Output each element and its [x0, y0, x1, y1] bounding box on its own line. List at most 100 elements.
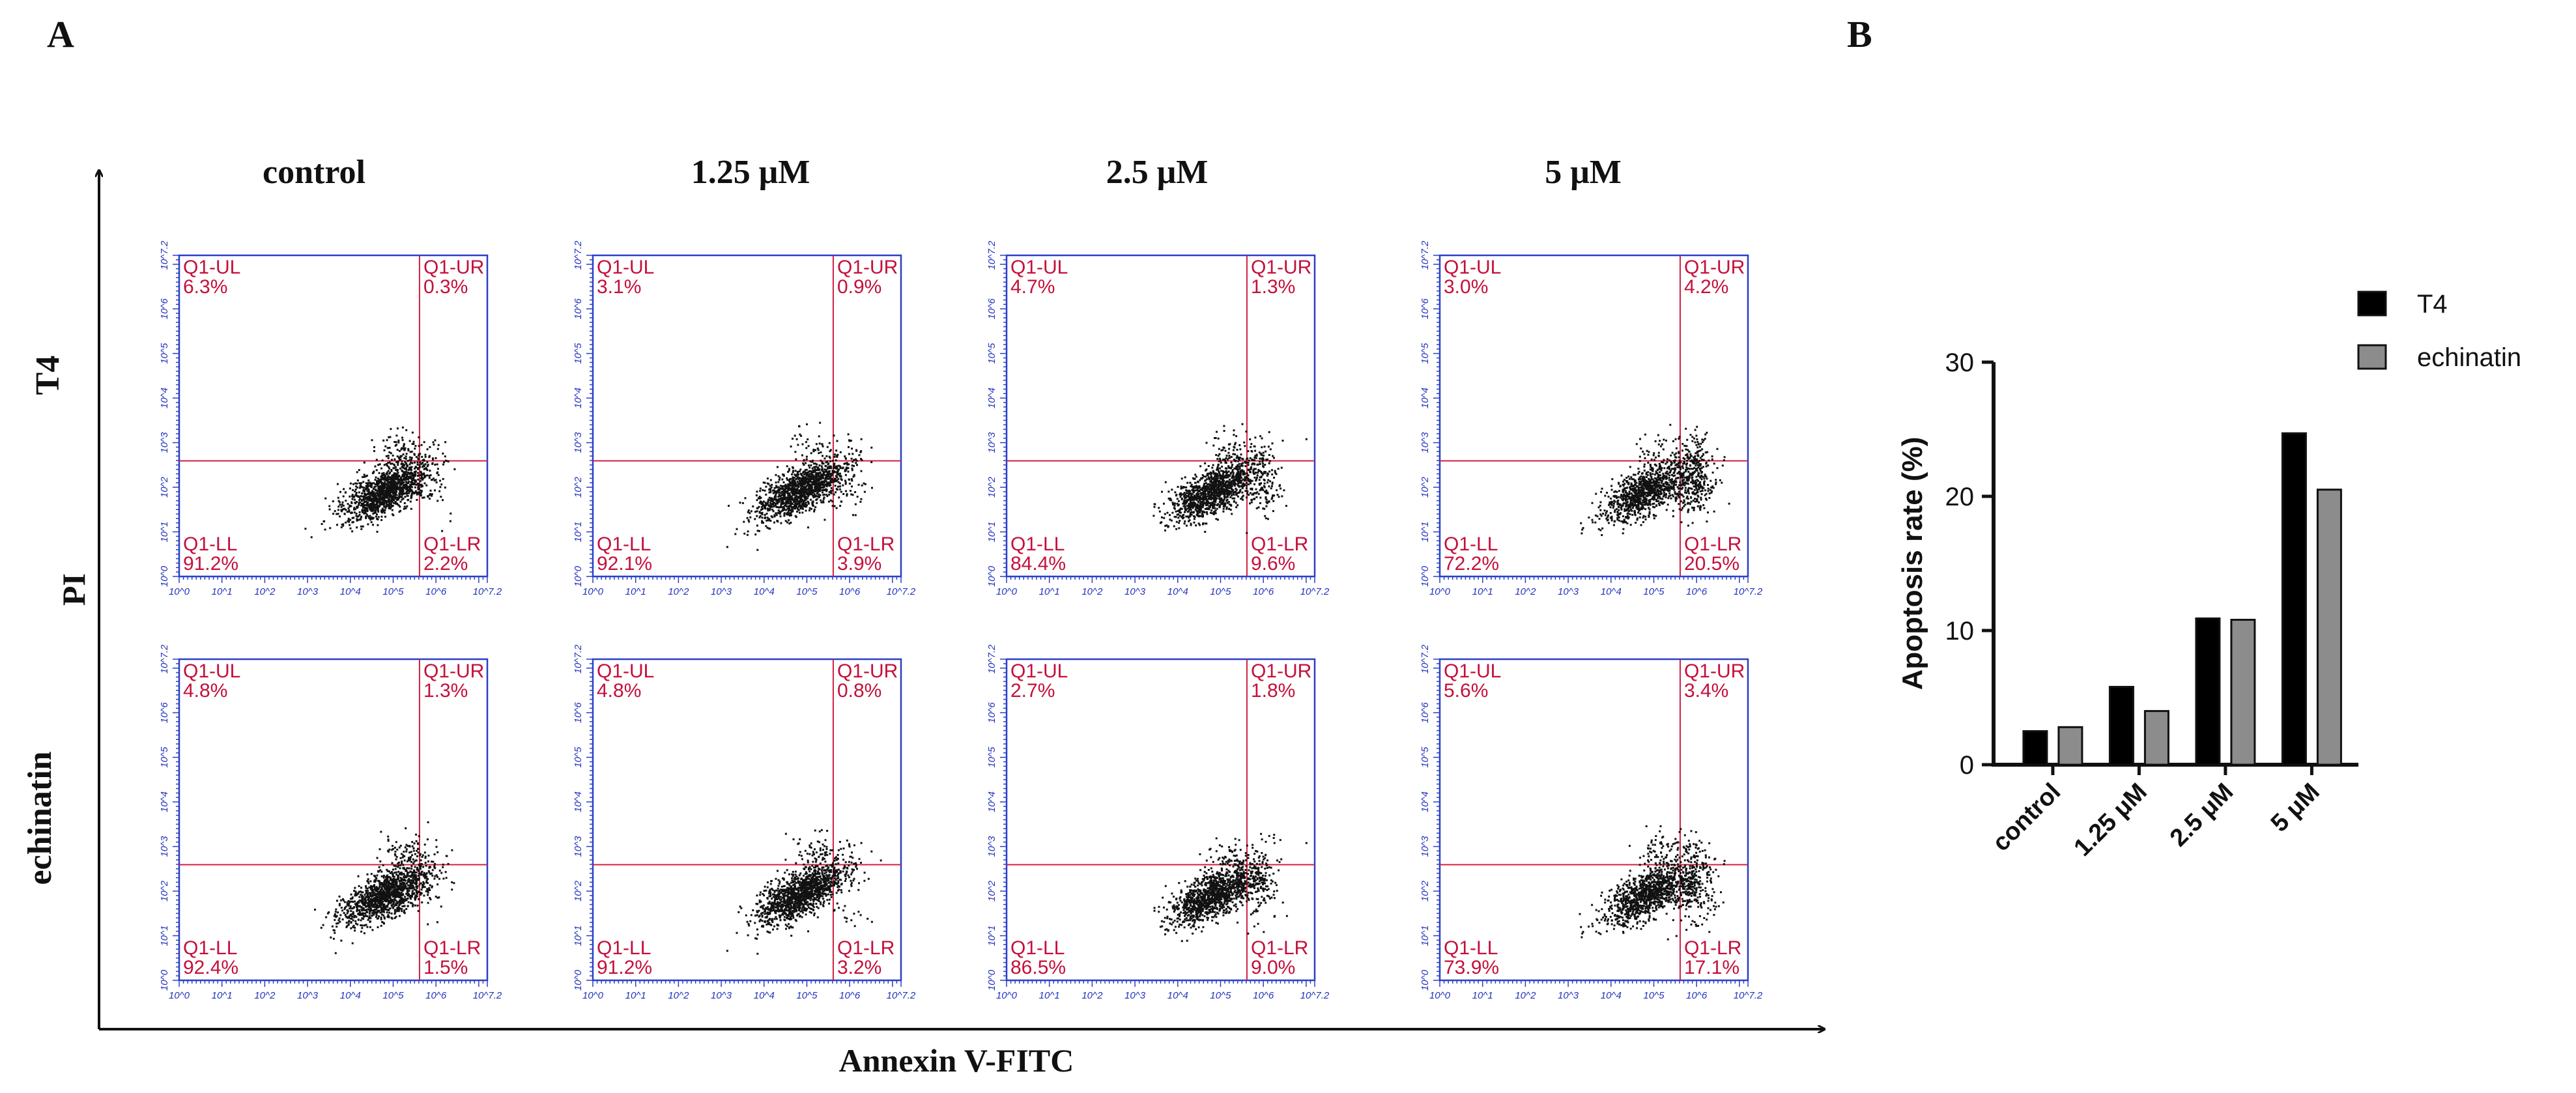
flow-t4-2-5-um-y-tick-label: 10^4: [986, 388, 997, 408]
flow-echinatin-2-5-um-y-tick-label: 10^5: [986, 746, 997, 768]
flow-echinatin-control-lr-value: 1.5%: [423, 957, 468, 978]
apoptosis-bar-chart: 0 10 20 30 Apoptosis rate (%) control 1.25 μM 2…: [1896, 290, 2521, 862]
flow-t4-5-um-ll-value: 72.2%: [1444, 553, 1499, 575]
bar-category-label-control: control: [1988, 778, 2067, 857]
flow-echinatin-2-5-um-x-tick-label: 10^6: [1253, 990, 1274, 1001]
flow-echinatin-1-25-um-y-tick-label: 10^6: [573, 702, 584, 723]
flow-echinatin-5-um-x-tick-label: 10^6: [1686, 990, 1708, 1001]
flow-echinatin-control-y-tick-label: 10^7.2: [159, 644, 170, 674]
flow-echinatin-control-y-tick-label: 10^2: [159, 880, 170, 901]
flow-t4-control-lr-value: 2.2%: [423, 553, 468, 575]
flow-echinatin-1-25-um-y-tick-label: 10^0: [573, 969, 584, 991]
flow-t4-5-um-x-tick-label: 10^4: [1601, 586, 1622, 597]
flow-t4-control-ur-name: Q1-UR: [423, 257, 484, 278]
flow-echinatin-control-plot: 10^010^0 10^1 10^1 10^2 10^2 10^3 10^3 10^4 10^4…: [159, 644, 502, 1001]
flow-t4-5-um-x-tick-label: 10^3: [1558, 586, 1579, 597]
flow-t4-control-lr-name: Q1-LR: [423, 533, 481, 555]
flow-echinatin-2-5-um-lr-name: Q1-LR: [1251, 937, 1308, 959]
flow-t4-control-ll-name: Q1-LL: [183, 533, 237, 555]
bar-y-tick-label: 20: [1945, 483, 1975, 511]
flow-t4-2-5-um-x-tick-label: 10^0: [996, 586, 1018, 597]
flow-t4-1-25-um-y-tick-label: 10^2: [573, 476, 584, 498]
flow-echinatin-1-25-um-x-tick-label: 10^4: [754, 990, 775, 1001]
flow-t4-control-x-tick-label: 10^2: [254, 586, 276, 597]
flow-t4-2-5-um-y-tick-label: 10^2: [986, 476, 997, 498]
flow-echinatin-control-frame: [178, 658, 489, 982]
bar-t4-1-25-um: [2108, 686, 2134, 766]
annexin-axis-title: Annexin V-FITC: [839, 1042, 1074, 1079]
flow-t4-1-25-um-y-tick-label: 10^6: [573, 298, 584, 319]
flow-echinatin-5-um-y-tick-label: 10^1: [1420, 925, 1431, 946]
panel-a: A PI Annexin V-FITC control 1.25 μM 2.5 …: [21, 13, 1824, 1079]
bar-echinatin-2-5-um: [2230, 619, 2256, 766]
flow-echinatin-2-5-um-lr-value: 9.0%: [1251, 957, 1295, 978]
condition-label-5: 5 μM: [1545, 154, 1622, 191]
flow-echinatin-5-um-events: [1579, 825, 1726, 941]
flow-t4-1-25-um-events: [726, 421, 873, 551]
bar-y-tick-label: 10: [1945, 617, 1975, 646]
flow-t4-1-25-um-x-tick-label: 10^7.2: [887, 586, 916, 597]
flow-t4-2-5-um-ll-value: 84.4%: [1010, 553, 1066, 575]
flow-t4-2-5-um-ticks: 10^010^0 10^1 10^1 10^2 10^2 10^3 10^3 10^4 10^4…: [986, 240, 1330, 597]
flow-echinatin-2-5-um-y-tick-label: 10^0: [986, 969, 997, 991]
flow-t4-control-ul-value: 6.3%: [183, 276, 227, 298]
flow-echinatin-control-y-tick-label: 10^1: [159, 925, 170, 946]
flow-echinatin-control-ll-value: 92.4%: [183, 957, 238, 978]
flow-t4-control-y-tick-label: 10^5: [159, 343, 170, 364]
flow-t4-5-um-ul-value: 3.0%: [1444, 276, 1488, 298]
flow-t4-2-5-um-y-tick-label: 10^5: [986, 343, 997, 364]
flow-t4-5-um-y-tick-label: 10^5: [1420, 343, 1431, 364]
flow-t4-control-plot: 10^010^0 10^1 10^1 10^2 10^2 10^3 10^3 10^4 10^4…: [159, 240, 502, 597]
row-label-t4: T4: [29, 356, 66, 395]
flow-t4-control-ticks: 10^010^0 10^1 10^1 10^2 10^2 10^3 10^3 10^4 10^4…: [159, 240, 502, 597]
flow-echinatin-2-5-um-frame: [1005, 658, 1316, 982]
flow-t4-2-5-um-x-tick-label: 10^5: [1210, 586, 1231, 597]
flow-echinatin-1-25-um-events: [726, 829, 882, 955]
flow-t4-2-5-um-x-tick-label: 10^6: [1253, 586, 1274, 597]
flow-t4-5-um-x-tick-label: 10^6: [1686, 586, 1708, 597]
flow-echinatin-control-x-tick-label: 10^6: [425, 990, 447, 1001]
flow-t4-control-x-tick-label: 10^3: [297, 586, 319, 597]
legend-swatch-echinatin: [2357, 344, 2387, 370]
flow-echinatin-control-x-tick-label: 10^0: [169, 990, 190, 1001]
flow-t4-control-x-tick-label: 10^0: [169, 586, 190, 597]
flow-echinatin-5-um-x-tick-label: 10^3: [1558, 990, 1579, 1001]
flow-t4-2-5-um-frame: [1005, 254, 1316, 578]
flow-echinatin-1-25-um-x-tick-label: 10^6: [839, 990, 861, 1001]
flow-echinatin-1-25-um-x-tick-label: 10^1: [625, 990, 646, 1001]
flow-echinatin-2-5-um-x-tick-label: 10^2: [1081, 990, 1103, 1001]
flow-t4-2-5-um-x-tick-label: 10^2: [1081, 586, 1103, 597]
flow-t4-1-25-um-ticks: 10^010^0 10^1 10^1 10^2 10^2 10^3 10^3 10^4 10^4…: [573, 240, 916, 597]
flow-t4-5-um-x-tick-label: 10^1: [1472, 586, 1493, 597]
flow-t4-1-25-um-x-tick-label: 10^6: [839, 586, 861, 597]
flow-t4-5-um-frame: [1438, 254, 1749, 578]
flow-t4-1-25-um-ul-value: 3.1%: [597, 276, 641, 298]
bar-echinatin-5-um: [2316, 489, 2342, 766]
flow-echinatin-5-um-ur-value: 3.4%: [1684, 680, 1728, 702]
flow-t4-control-ur-value: 0.3%: [423, 276, 468, 298]
bar-echinatin-1-25-um: [2143, 710, 2169, 766]
flow-echinatin-2-5-um-y-tick-label: 10^3: [986, 836, 997, 857]
flow-t4-1-25-um-x-tick-label: 10^0: [582, 586, 604, 597]
flow-echinatin-2-5-um-y-tick-label: 10^1: [986, 925, 997, 946]
flow-echinatin-1-25-um-ur-value: 0.8%: [837, 680, 881, 702]
flow-echinatin-1-25-um-plot: 10^010^0 10^1 10^1 10^2 10^2 10^3 10^3 10^4 10^4…: [573, 644, 916, 1001]
flow-echinatin-1-25-um-y-tick-label: 10^4: [573, 791, 584, 812]
flow-t4-control-y-tick-label: 10^0: [159, 565, 170, 587]
flow-echinatin-control-ticks: 10^010^0 10^1 10^1 10^2 10^2 10^3 10^3 10^4 10^4…: [159, 644, 502, 1001]
flow-t4-control-y-tick-label: 10^3: [159, 432, 170, 453]
flow-echinatin-control-x-tick-label: 10^3: [297, 990, 319, 1001]
flow-t4-2-5-um-plot: 10^010^0 10^1 10^1 10^2 10^2 10^3 10^3 10^4 10^4…: [986, 240, 1330, 597]
bar-legend: T4 echinatin: [2357, 290, 2521, 372]
flow-echinatin-1-25-um-lr-value: 3.2%: [837, 957, 881, 978]
flow-t4-5-um-y-tick-label: 10^6: [1420, 298, 1431, 319]
flow-echinatin-5-um-x-tick-label: 10^4: [1601, 990, 1622, 1001]
flow-t4-control-y-tick-label: 10^2: [159, 476, 170, 498]
flow-t4-5-um-y-tick-label: 10^7.2: [1420, 240, 1431, 270]
flow-t4-1-25-um-lr-value: 3.9%: [837, 553, 881, 575]
flow-echinatin-2-5-um-x-tick-label: 10^4: [1167, 990, 1188, 1001]
flow-t4-1-25-um-lr-name: Q1-LR: [837, 533, 894, 555]
flow-t4-1-25-um-ll-value: 92.1%: [597, 553, 652, 575]
bar-t4-5-um: [2281, 432, 2307, 766]
